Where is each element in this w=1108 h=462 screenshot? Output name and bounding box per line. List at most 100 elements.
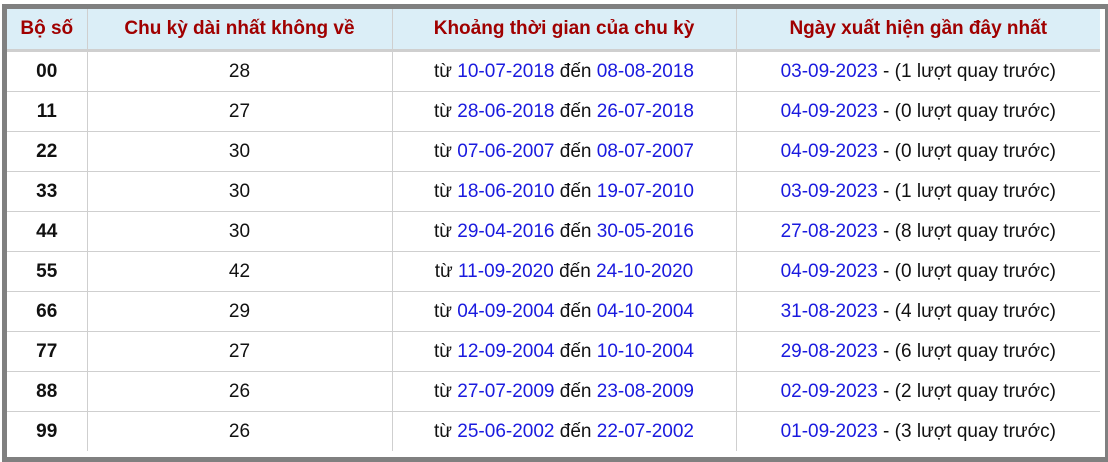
last-seen-cell: 31-08-2023 - (4 lượt quay trước) <box>736 291 1100 332</box>
turns-prefix: ( <box>894 60 901 82</box>
from-date-link[interactable]: 29-04-2016 <box>457 220 555 242</box>
last-date-link[interactable]: 04-09-2023 <box>780 100 878 122</box>
to-date-link[interactable]: 30-05-2016 <box>596 220 694 242</box>
stats-table-frame: Bộ số Chu kỳ dài nhất không về Khoảng th… <box>2 4 1108 462</box>
separator: - <box>877 300 895 322</box>
table-row: 33 30 từ 18-06-2010 đến 19-07-2010 03-09-20… <box>7 171 1100 212</box>
to-label: đến <box>559 100 592 122</box>
from-date-link[interactable]: 18-06-2010 <box>457 180 555 202</box>
turns-count: 2 <box>901 380 912 402</box>
from-label: từ <box>434 100 453 122</box>
table-row: 22 30 từ 07-06-2007 đến 08-07-2007 04-09-20… <box>7 131 1100 172</box>
turns-prefix: ( <box>894 260 901 282</box>
last-date-link[interactable]: 04-09-2023 <box>780 260 878 282</box>
last-date-link[interactable]: 02-09-2023 <box>780 380 878 402</box>
last-date-link[interactable]: 01-09-2023 <box>780 420 878 442</box>
from-date-link[interactable]: 27-07-2009 <box>457 380 555 402</box>
turns-suffix: lượt quay trước) <box>911 220 1056 242</box>
separator: - <box>877 260 895 282</box>
period-cell: từ 29-04-2016 đến 30-05-2016 <box>392 211 737 252</box>
last-seen-cell: 29-08-2023 - (6 lượt quay trước) <box>736 331 1100 372</box>
turns-prefix: ( <box>894 300 901 322</box>
cycle-cell: 26 <box>87 371 393 412</box>
last-date-link[interactable]: 29-08-2023 <box>780 340 878 362</box>
pair-cell: 00 <box>7 50 88 92</box>
cycle-cell: 27 <box>87 91 393 132</box>
to-date-link[interactable]: 26-07-2018 <box>596 100 694 122</box>
separator: - <box>877 100 895 122</box>
turns-prefix: ( <box>894 420 901 442</box>
pair-cell: 44 <box>7 211 88 252</box>
table-row: 11 27 từ 28-06-2018 đến 26-07-2018 04-09-20… <box>7 91 1100 132</box>
last-seen-cell: 02-09-2023 - (2 lượt quay trước) <box>736 371 1100 412</box>
to-label: đến <box>559 420 592 442</box>
turns-count: 0 <box>901 140 912 162</box>
header-period: Khoảng thời gian của chu kỳ <box>392 9 737 52</box>
to-date-link[interactable]: 04-10-2004 <box>596 300 694 322</box>
period-cell: từ 28-06-2018 đến 26-07-2018 <box>392 91 737 132</box>
last-date-link[interactable]: 31-08-2023 <box>780 300 878 322</box>
turns-suffix: lượt quay trước) <box>911 180 1056 202</box>
period-cell: từ 25-06-2002 đến 22-07-2002 <box>392 411 737 451</box>
period-cell: từ 07-06-2007 đến 08-07-2007 <box>392 131 737 172</box>
last-date-link[interactable]: 27-08-2023 <box>780 220 878 242</box>
from-label: từ <box>434 60 453 82</box>
from-label: từ <box>434 140 453 162</box>
last-date-link[interactable]: 04-09-2023 <box>780 140 878 162</box>
pair-cell: 88 <box>7 371 88 412</box>
period-cell: từ 11-09-2020 đến 24-10-2020 <box>392 251 737 292</box>
to-date-link[interactable]: 08-08-2018 <box>596 60 694 82</box>
to-label: đến <box>559 340 592 362</box>
separator: - <box>877 180 895 202</box>
from-label: từ <box>434 180 453 202</box>
from-date-link[interactable]: 12-09-2004 <box>457 340 555 362</box>
pair-cell: 55 <box>7 251 88 292</box>
turns-suffix: lượt quay trước) <box>911 380 1056 402</box>
from-label: từ <box>434 420 453 442</box>
header-last-seen: Ngày xuất hiện gần đây nhất <box>736 9 1100 52</box>
from-date-link[interactable]: 10-07-2018 <box>457 60 555 82</box>
from-date-link[interactable]: 11-09-2020 <box>458 260 554 282</box>
from-date-link[interactable]: 04-09-2004 <box>457 300 555 322</box>
header-cycle: Chu kỳ dài nhất không về <box>87 9 393 52</box>
last-date-link[interactable]: 03-09-2023 <box>780 180 878 202</box>
pair-cell: 77 <box>7 331 88 372</box>
from-label: từ <box>434 380 453 402</box>
turns-prefix: ( <box>894 140 901 162</box>
turns-suffix: lượt quay trước) <box>911 140 1056 162</box>
to-date-link[interactable]: 24-10-2020 <box>596 260 694 282</box>
cycle-cell: 29 <box>87 291 393 332</box>
last-seen-cell: 04-09-2023 - (0 lượt quay trước) <box>736 91 1100 132</box>
cycle-cell: 30 <box>87 211 393 252</box>
to-label: đến <box>559 300 592 322</box>
turns-suffix: lượt quay trước) <box>911 300 1056 322</box>
turns-prefix: ( <box>894 100 901 122</box>
last-seen-cell: 04-09-2023 - (0 lượt quay trước) <box>736 131 1100 172</box>
to-date-link[interactable]: 22-07-2002 <box>596 420 694 442</box>
pair-cell: 99 <box>7 411 88 451</box>
turns-count: 0 <box>901 100 912 122</box>
from-date-link[interactable]: 07-06-2007 <box>457 140 555 162</box>
separator: - <box>877 420 895 442</box>
to-label: đến <box>559 380 592 402</box>
to-label: đến <box>559 140 592 162</box>
to-date-link[interactable]: 23-08-2009 <box>596 380 694 402</box>
last-date-link[interactable]: 03-09-2023 <box>780 60 878 82</box>
table-row: 00 28 từ 10-07-2018 đến 08-08-2018 03-09-20… <box>7 50 1100 92</box>
to-date-link[interactable]: 08-07-2007 <box>596 140 694 162</box>
turns-suffix: lượt quay trước) <box>911 60 1056 82</box>
to-date-link[interactable]: 10-10-2004 <box>596 340 694 362</box>
last-seen-cell: 04-09-2023 - (0 lượt quay trước) <box>736 251 1100 292</box>
last-seen-cell: 01-09-2023 - (3 lượt quay trước) <box>736 412 1100 452</box>
to-label: đến <box>559 60 592 82</box>
from-date-link[interactable]: 28-06-2018 <box>457 100 555 122</box>
from-label: từ <box>434 300 453 322</box>
from-date-link[interactable]: 25-06-2002 <box>457 420 555 442</box>
turns-prefix: ( <box>894 220 901 242</box>
separator: - <box>877 60 895 82</box>
to-date-link[interactable]: 19-07-2010 <box>596 180 694 202</box>
turns-suffix: lượt quay trước) <box>911 260 1056 282</box>
turns-prefix: ( <box>894 180 901 202</box>
turns-count: 4 <box>901 300 912 322</box>
period-cell: từ 04-09-2004 đến 04-10-2004 <box>392 291 737 332</box>
